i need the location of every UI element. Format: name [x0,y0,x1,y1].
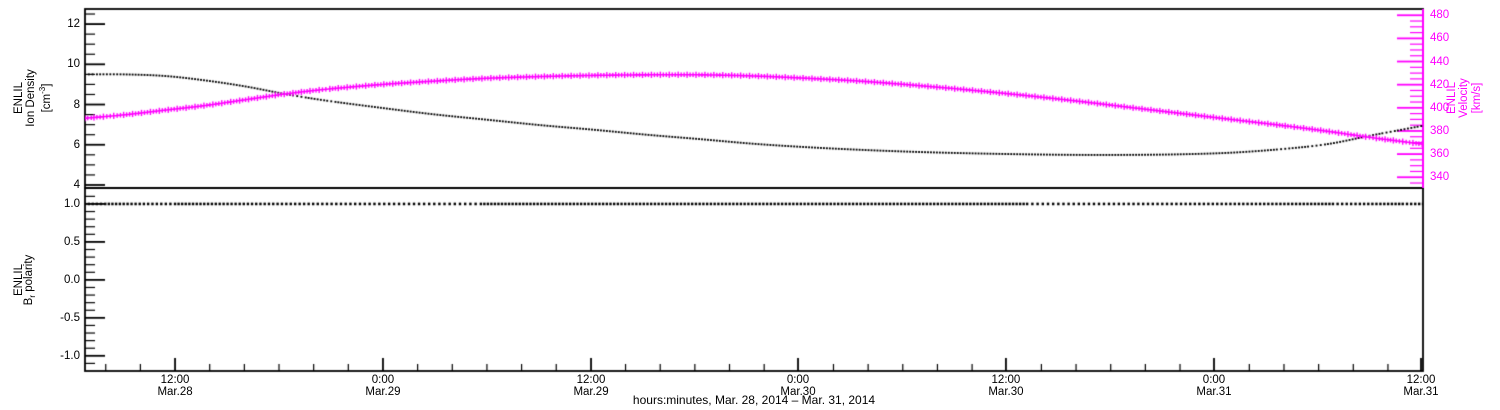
velocity-axis-label-unit: [km/s] [1471,82,1483,114]
velocity-tick-label: 360 [1430,148,1450,161]
density-axis-label-model: ENLIL [13,82,25,114]
x-axis-title: hours:minutes, Mar. 28, 2014 – Mar. 31, … [632,393,876,407]
time-tick-hour: 0:00 [786,374,810,386]
time-tick-label: 12:00 Mar.28 [157,374,192,398]
time-tick-label: 0:00 Mar.31 [1196,374,1231,398]
density-unit-sup: -3 [38,86,48,94]
polarity-label-pre: B [22,297,35,306]
time-tick-label: 12:00 Mar.31 [1403,374,1438,398]
time-tick-date: Mar.30 [780,386,816,398]
density-tick-label: 8 [73,98,80,111]
density-tick-label: 12 [67,18,80,31]
velocity-tick-label: 380 [1430,124,1450,137]
time-tick-hour: 12:00 [160,374,190,386]
velocity-tick-label: 400 [1430,101,1450,114]
time-tick-label: 0:00 Mar.30 [780,374,815,398]
time-tick-hour: 12:00 [1406,374,1436,386]
polarity-axis-label-name: Br polarity [23,255,39,306]
time-tick-date: Mar.29 [573,386,609,398]
velocity-tick-label: 420 [1430,78,1450,91]
density-tick-label: 4 [73,178,80,191]
polarity-tick-label: -1.0 [60,349,80,362]
velocity-axis-label-name: Velocity [1458,78,1470,118]
velocity-tick-label: 460 [1430,32,1450,45]
velocity-tick-label: 340 [1430,171,1450,184]
time-tick-hour: 12:00 [576,374,606,386]
time-tick-label: 12:00 Mar.29 [573,374,608,398]
time-tick-hour: 0:00 [1202,374,1226,386]
time-tick-label: 0:00 Mar.29 [365,374,400,398]
time-tick-date: Mar.31 [1403,386,1439,398]
time-tick-hour: 0:00 [371,374,395,386]
velocity-tick-label: 440 [1430,55,1450,68]
time-tick-date: Mar.30 [988,386,1024,398]
time-tick-date: Mar.29 [365,386,401,398]
polarity-tick-label: 1.0 [64,197,80,210]
polarity-label-sub: r [28,294,38,298]
time-tick-hour: 12:00 [991,374,1021,386]
polarity-tick-label: -0.5 [60,311,80,324]
polarity-tick-label: 0.0 [64,273,80,286]
density-tick-label: 6 [73,138,80,151]
time-tick-date: Mar.28 [157,386,193,398]
time-tick-date: Mar.31 [1196,386,1232,398]
polarity-tick-label: 0.5 [64,235,80,248]
time-tick-label: 12:00 Mar.30 [988,374,1023,398]
density-tick-label: 10 [67,58,80,71]
density-axis-label-name: Ion Density [25,69,37,127]
polarity-label-post: polarity [22,254,35,295]
density-unit-post: ] [40,83,53,87]
velocity-tick-label: 480 [1430,9,1450,22]
